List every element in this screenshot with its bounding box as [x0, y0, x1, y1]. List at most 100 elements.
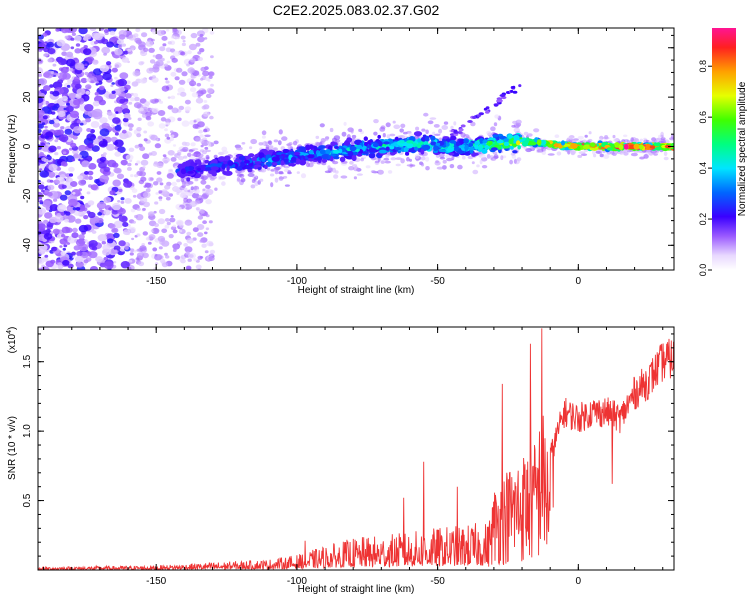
spectrogram-cell — [107, 28, 117, 33]
spectrogram-cell — [377, 134, 382, 139]
spectrogram-cell — [160, 117, 167, 122]
spectrogram-cell — [321, 162, 327, 166]
spectrogram-cell — [554, 134, 560, 138]
spectrogram-cell — [556, 151, 562, 156]
spectrogram-cell — [104, 160, 110, 165]
spectrogram-cell — [618, 144, 624, 151]
spectrogram-cell — [410, 164, 416, 167]
spectrogram-cell — [86, 78, 91, 82]
spectrogram-cell — [103, 261, 114, 270]
spectrogram-cell — [327, 165, 331, 170]
spectrogram-cell — [41, 189, 45, 193]
spectrogram-cell — [368, 152, 376, 159]
spectrogram-cell — [160, 57, 165, 62]
spectrogram-cell — [91, 246, 98, 251]
spectrogram-cell — [430, 141, 437, 146]
spectrogram-cell — [443, 121, 449, 125]
spectrogram-cell — [171, 134, 175, 138]
spectrogram-cell — [161, 228, 168, 234]
spectrogram-cell — [197, 215, 204, 220]
spectrogram-cell — [75, 218, 82, 224]
spectrogram-cell — [101, 38, 109, 45]
spectrogram-cell — [195, 97, 204, 104]
spectrogram-cell — [623, 134, 628, 138]
spectrogram-cell — [512, 90, 518, 94]
spectrogram-cell — [372, 142, 379, 148]
spectrogram-cell — [68, 173, 74, 177]
spectrogram-cell — [512, 85, 516, 89]
spectrogram-cell — [70, 181, 78, 187]
spectrogram-cell — [118, 188, 123, 193]
spectrogram-cell — [253, 177, 257, 182]
spectrogram-cell — [120, 200, 125, 204]
spectrogram-cell — [78, 28, 88, 35]
spectrogram-cell — [251, 156, 258, 162]
spectrogram-cell — [274, 177, 279, 183]
spectrogram-cell — [134, 162, 139, 166]
spectrogram-cell — [92, 59, 99, 65]
spectrogram-cell — [377, 169, 384, 175]
spectrogram-cell — [201, 194, 209, 200]
spectrogram-cell — [385, 122, 391, 128]
spectrogram-cell — [332, 167, 336, 173]
spectrogram-cell — [478, 112, 484, 116]
spectrogram-cell — [142, 166, 146, 169]
spectrogram-cell — [142, 207, 146, 211]
spectrogram-cell — [300, 173, 307, 179]
spectrogram-cell — [198, 129, 204, 134]
spectrogram-cell — [184, 246, 193, 253]
spectrogram-cell — [236, 176, 241, 182]
spectrogram-cell — [492, 151, 498, 155]
spectrogram-cell — [56, 146, 61, 150]
spectrogram-cell — [158, 196, 163, 200]
spectrogram-cell — [478, 153, 486, 159]
spectrogram-cell — [156, 162, 164, 169]
spectrogram-cell — [44, 212, 53, 219]
spectrogram-cell — [158, 190, 163, 194]
spectrogram-cell — [154, 98, 159, 103]
spectrogram-cell — [114, 48, 123, 56]
spectrogram-cell — [177, 156, 184, 161]
spectrogram-cell — [78, 234, 85, 240]
spectrogram-cell — [572, 139, 577, 143]
spectrogram-cell — [449, 164, 455, 169]
spectrogram-cell — [315, 135, 320, 139]
spectrogram-cell — [72, 227, 78, 233]
spectrogram-cell — [162, 154, 167, 158]
snr-y-multiplier-base: (x10 — [7, 333, 18, 353]
spectrogram-cell — [66, 102, 70, 106]
spectrogram-cell — [153, 267, 157, 270]
spectrogram-cell — [195, 42, 201, 47]
spectrogram-cell — [161, 262, 169, 268]
spectrogram-cell — [588, 131, 592, 135]
spectrogram-cell — [68, 198, 78, 207]
spectrogram-cell — [322, 138, 329, 141]
spectrogram-cell — [122, 43, 126, 47]
spectrogram-cell — [76, 251, 83, 257]
spectrogram-cell — [384, 160, 391, 164]
snr-y-label: SNR (10 * v/v) — [7, 416, 18, 480]
spectrogram-cell — [53, 103, 60, 109]
spectrogram-cell — [496, 99, 501, 103]
spectrogram-cell — [74, 57, 78, 61]
spectrogram-cell — [123, 98, 129, 102]
spectrogram-cell — [91, 230, 97, 234]
spectrogram-cell — [247, 173, 255, 177]
spectrogram-cell — [379, 126, 386, 132]
spectrogram-cell — [248, 153, 255, 158]
spectrogram-cell — [113, 261, 117, 264]
spectrogram-cell — [510, 146, 514, 150]
spectrogram-cell — [612, 134, 616, 139]
spectrogram-cell — [176, 152, 182, 156]
spectrogram-cell — [181, 71, 188, 77]
spectrogram-cell — [472, 116, 477, 119]
snr-x-tick-label: -50 — [430, 576, 445, 587]
spectrogram-cell — [44, 254, 49, 258]
spectrogram-cell — [430, 135, 436, 141]
spectrogram-cell — [240, 178, 246, 183]
spectrogram-cell — [204, 250, 209, 254]
spectrogram-cell — [189, 155, 196, 161]
spectrogram-cell — [172, 248, 177, 252]
spectrogram-cell — [184, 99, 191, 105]
